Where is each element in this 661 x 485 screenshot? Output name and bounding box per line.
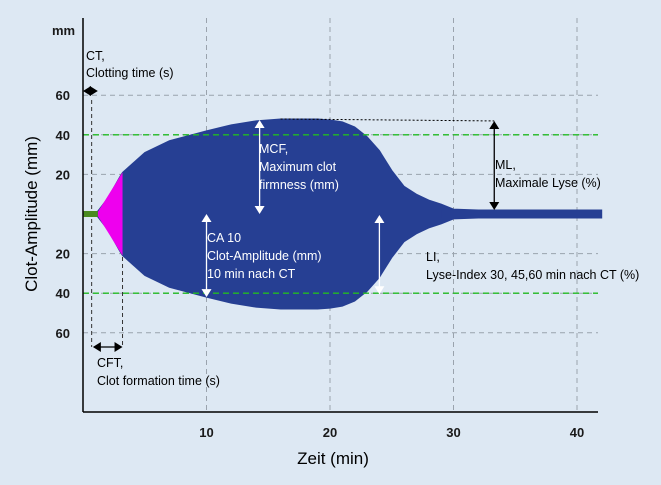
- ct-arrow-head-left: [83, 86, 91, 96]
- y-tick-label: 60: [56, 88, 70, 103]
- tick-labels: 60 40 20 20 40 60 10 20 30 40: [56, 88, 585, 440]
- ml-annotation-desc: Maximale Lyse (%): [495, 176, 601, 190]
- reference-lines: [83, 134, 598, 294]
- cft-arrow-head-right: [114, 342, 123, 352]
- mcf-arrow-head-top: [254, 119, 265, 128]
- ca10-annotation-title: CA 10: [207, 231, 241, 245]
- ct-annotation-desc: Clotting time (s): [86, 66, 174, 80]
- annotation-markers: [83, 86, 500, 352]
- x-tick-label: 40: [570, 425, 584, 440]
- y-tick-label: 60: [56, 326, 70, 341]
- mcf-annotation-line3: firmness (mm): [259, 178, 339, 192]
- cft-segment: [97, 172, 123, 256]
- x-tick-label: 30: [446, 425, 460, 440]
- ca10-arrow-head-top: [201, 214, 212, 222]
- cft-arrow-head-left: [92, 342, 101, 352]
- cft-annotation-desc: Clot formation time (s): [97, 374, 220, 388]
- cft-annotation-title: CFT,: [97, 356, 123, 370]
- li-annotation-title: LI,: [426, 250, 440, 264]
- ca10-annotation-line2: Clot-Amplitude (mm): [207, 249, 322, 263]
- ct-segment: [83, 211, 98, 217]
- mcf-annotation-title: MCF,: [259, 142, 288, 156]
- y-unit-label: mm: [52, 23, 75, 38]
- amplitude-trace-tail: [441, 210, 598, 218]
- li-arrow-head-bottom: [374, 286, 385, 295]
- x-tick-label: 20: [323, 425, 337, 440]
- ct-arrow-head-right: [89, 86, 98, 96]
- y-tick-label: 40: [56, 128, 70, 143]
- amplitude-trace: [83, 118, 603, 310]
- mcf-arrow-head-bottom: [254, 206, 265, 214]
- ca10-arrow-head-bottom: [201, 289, 212, 298]
- ct-annotation-title: CT,: [86, 49, 105, 63]
- x-axis-title: Zeit (min): [297, 449, 369, 468]
- ca10-annotation-line3: 10 min nach CT: [207, 267, 296, 281]
- x-tick-label: 10: [199, 425, 213, 440]
- y-axis-title: Clot-Amplitude (mm): [22, 136, 41, 292]
- y-tick-label: 20: [56, 247, 70, 262]
- y-tick-label: 20: [56, 167, 70, 182]
- ml-arrow-head-top: [489, 120, 500, 129]
- li-annotation-desc: Lyse-Index 30, 45,60 min nach CT (%): [426, 268, 639, 282]
- y-tick-label: 40: [56, 286, 70, 301]
- mcf-annotation-line2: Maximum clot: [259, 160, 337, 174]
- ml-annotation-title: ML,: [495, 158, 516, 172]
- ml-arrow-head-bottom: [489, 202, 500, 210]
- li-arrow-head-top: [374, 214, 385, 223]
